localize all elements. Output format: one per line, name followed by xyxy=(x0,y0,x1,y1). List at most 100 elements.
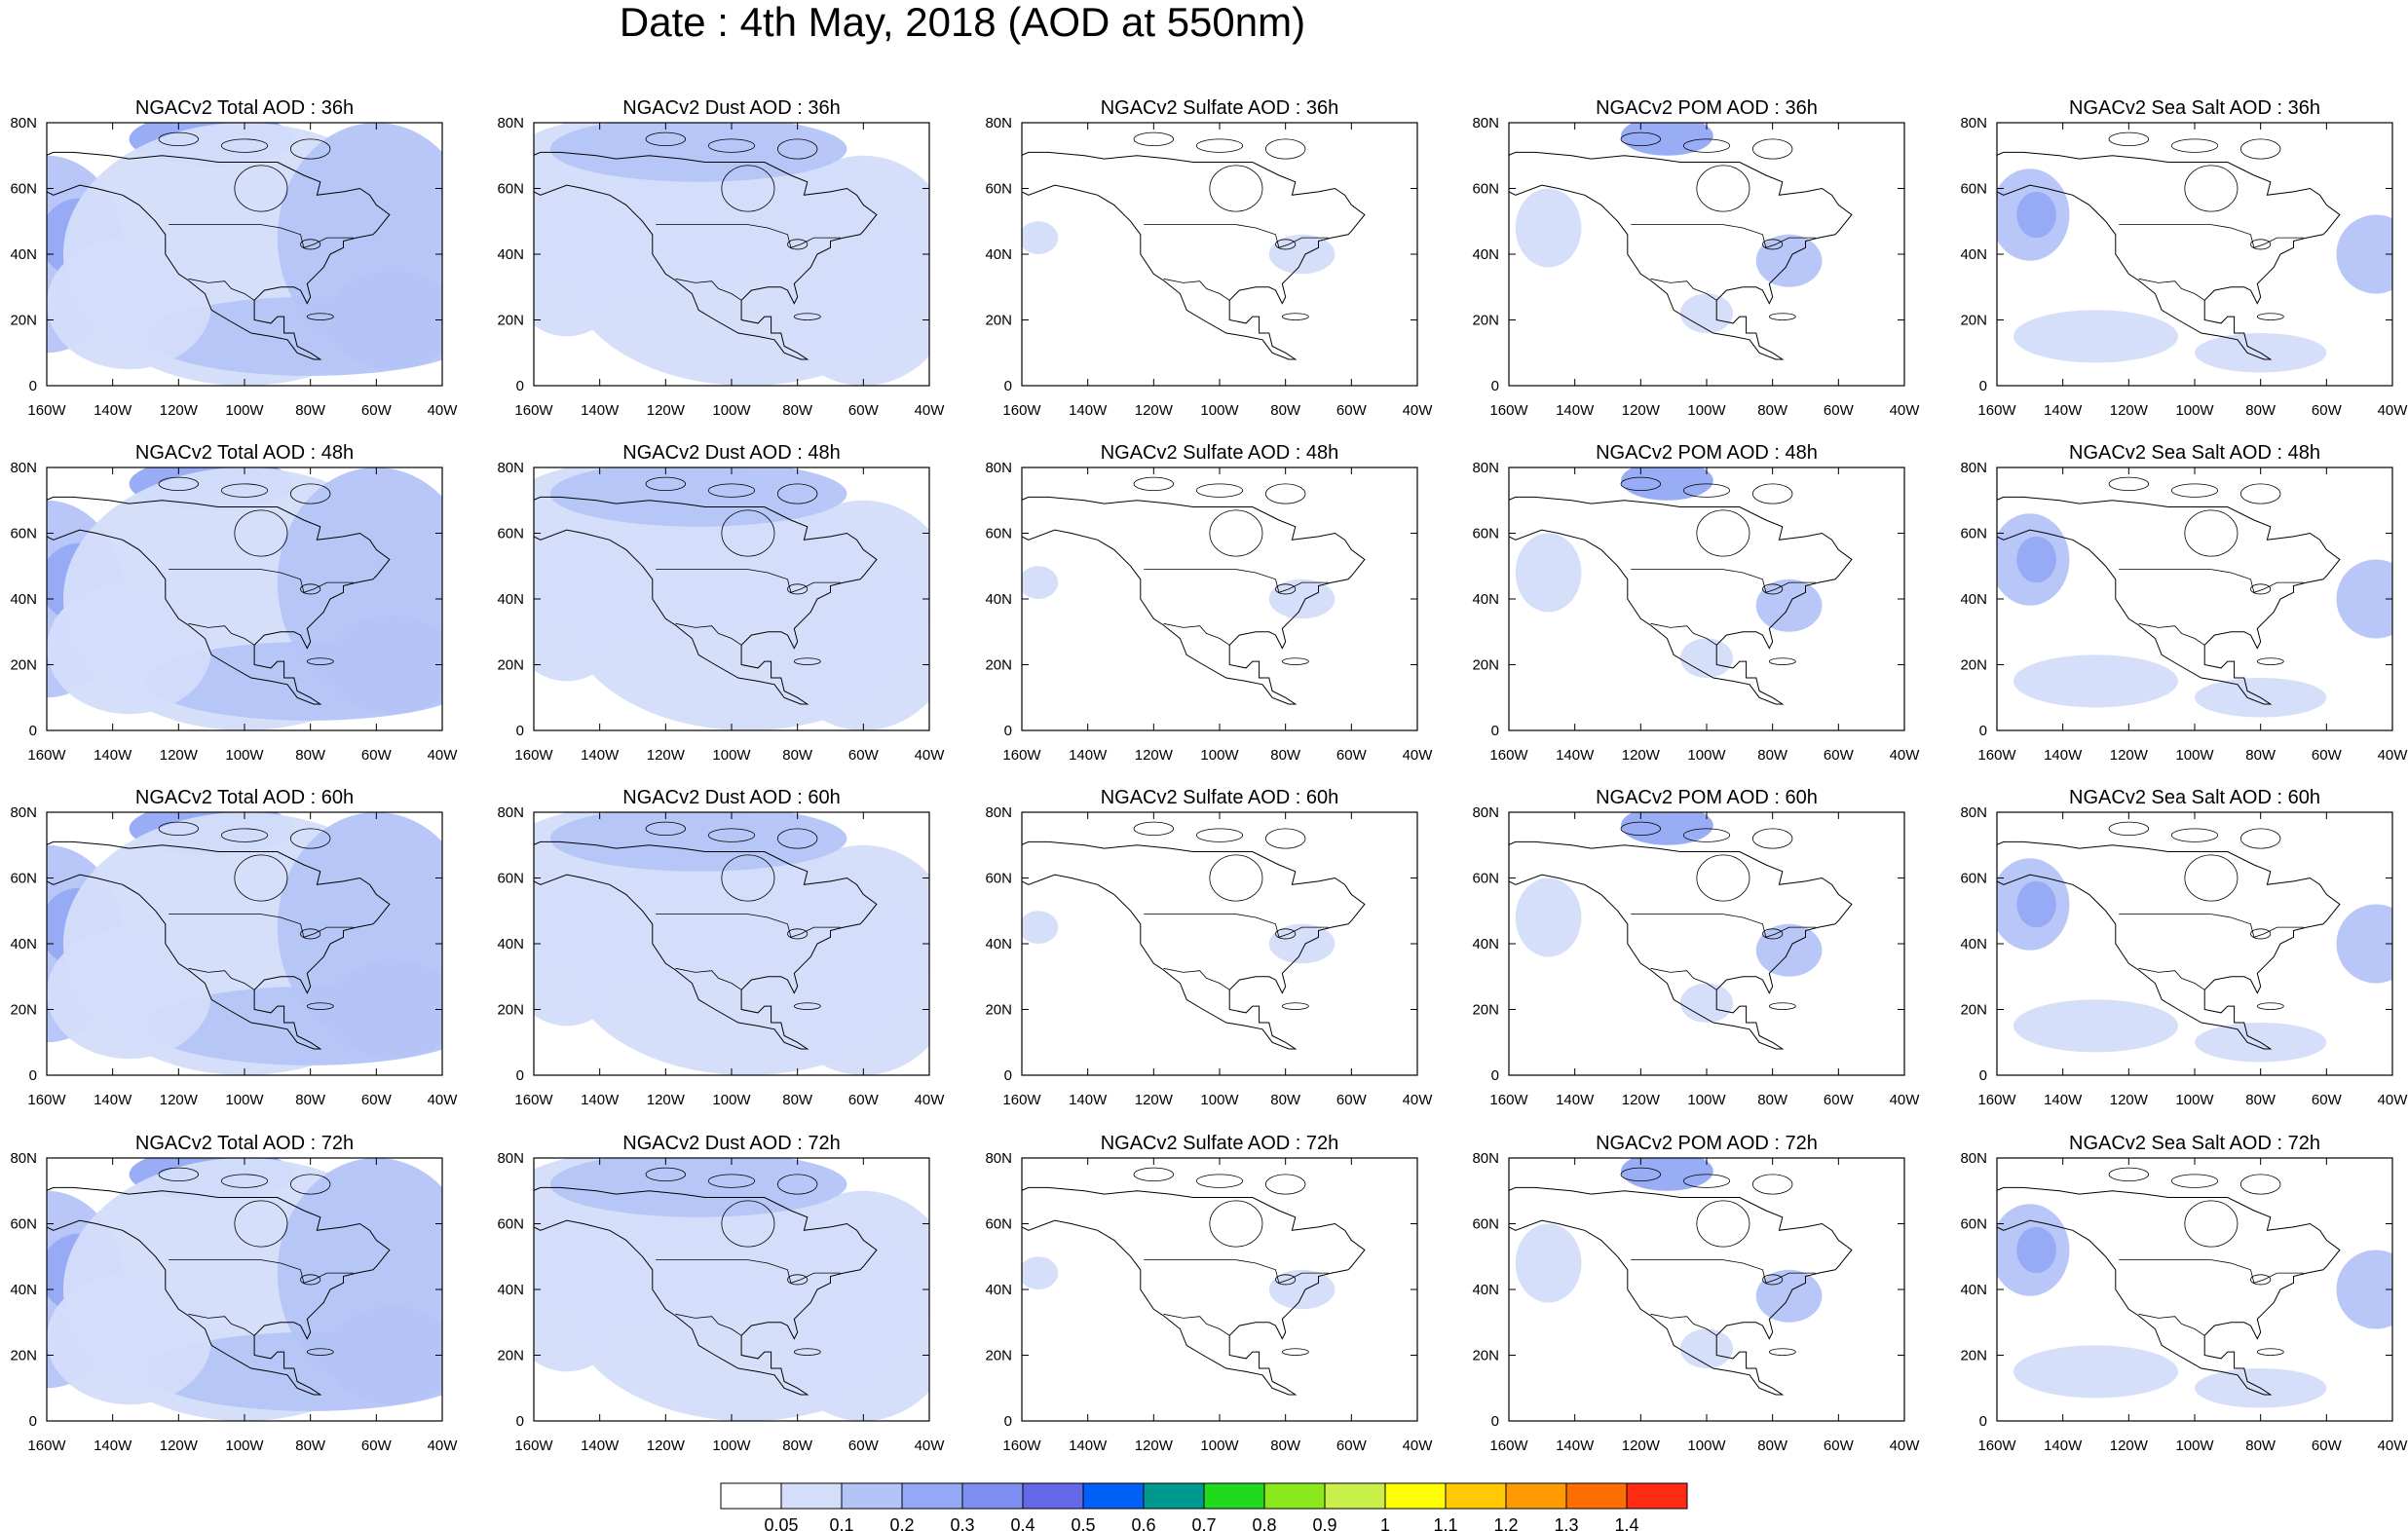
island-outline xyxy=(793,313,821,320)
aod-patch xyxy=(764,844,929,1075)
island-outline xyxy=(158,131,200,147)
lon-tick-label: 160W xyxy=(27,747,66,764)
coastlines xyxy=(47,476,391,705)
lon-tick-label: 100W xyxy=(2175,402,2214,419)
lat-tick-label: 60N xyxy=(985,526,1012,542)
island-outline xyxy=(776,828,818,849)
lat-tick-label: 40N xyxy=(497,1282,524,1298)
lat-tick-label: 60N xyxy=(985,1216,1012,1233)
lat-tick-label: 60N xyxy=(985,871,1012,887)
island-outline xyxy=(2170,1174,2219,1188)
lon-tick-label: 120W xyxy=(2110,1438,2149,1454)
lat-tick-label: 0 xyxy=(516,1067,524,1084)
aod-field xyxy=(1997,513,2392,718)
island-outline xyxy=(1696,854,1750,902)
lon-tick-label: 140W xyxy=(1069,747,1108,764)
coastline xyxy=(1997,840,2341,1050)
lat-tick-label: 40N xyxy=(497,936,524,952)
lon-tick-label: 40W xyxy=(2378,747,2408,764)
coastline xyxy=(1997,151,2341,360)
island-outline xyxy=(1209,1200,1263,1248)
lon-tick-label: 160W xyxy=(1489,1438,1528,1454)
lat-tick-label: 60N xyxy=(1960,181,1987,198)
us-mexico-border xyxy=(1163,1313,1230,1336)
lon-tick-label: 100W xyxy=(1200,1092,1239,1108)
lat-tick-label: 40N xyxy=(10,936,37,952)
map-panel: NGACv2 POM AOD : 60h 160W 140W 120W 100W 80W 6… xyxy=(1472,787,1920,1108)
aod-field xyxy=(1997,168,2392,373)
aod-patch xyxy=(549,123,847,182)
panel-title: NGACv2 Dust AOD : 72h xyxy=(622,1133,840,1154)
lon-tick-label: 100W xyxy=(225,402,264,419)
aod-patch xyxy=(1621,123,1713,156)
lon-tick-label: 80W xyxy=(295,1438,326,1454)
lon-tick-label: 100W xyxy=(712,747,751,764)
lon-tick-label: 120W xyxy=(2110,402,2149,419)
lat-tick-label: 40N xyxy=(10,246,37,263)
island-outline xyxy=(1275,583,1297,595)
island-outline xyxy=(1768,1002,1796,1010)
lon-tick-label: 160W xyxy=(1002,1438,1041,1454)
island-outline xyxy=(220,828,269,842)
lon-tick-label: 160W xyxy=(1977,1092,2016,1108)
us-mexico-border xyxy=(2138,278,2205,301)
map-panel: NGACv2 POM AOD : 36h 160W 140W 120W 100W 80W 6… xyxy=(1472,97,1920,419)
lat-tick-label: 40N xyxy=(1472,246,1499,263)
island-outline xyxy=(1762,1274,1784,1286)
aod-patch xyxy=(1022,221,1059,254)
island-outline xyxy=(289,828,331,849)
coastline xyxy=(47,496,391,705)
island-outline xyxy=(234,165,288,212)
map-panel: NGACv2 Sulfate AOD : 36h 160W 140W 120W 100W… xyxy=(985,97,1433,419)
island-outline xyxy=(776,138,818,160)
lat-tick-label: 40N xyxy=(497,246,524,263)
lat-tick-label: 60N xyxy=(497,526,524,542)
island-outline xyxy=(1133,821,1175,837)
lon-tick-label: 160W xyxy=(1002,747,1041,764)
panel-title: NGACv2 Total AOD : 72h xyxy=(135,1133,354,1154)
lon-tick-label: 40W xyxy=(915,747,946,764)
coastlines xyxy=(1022,476,1366,705)
panel-title: NGACv2 Dust AOD : 48h xyxy=(622,442,840,464)
map-background xyxy=(1509,467,1904,730)
island-outline xyxy=(300,928,321,940)
lat-tick-label: 60N xyxy=(1960,871,1987,887)
lon-tick-label: 100W xyxy=(2175,747,2214,764)
island-outline xyxy=(1281,1002,1309,1010)
island-outline xyxy=(1133,131,1175,147)
map-panel: NGACv2 Total AOD : 36h 160W 140W 120W 100W 80… xyxy=(10,97,458,419)
lat-tick-label: 80N xyxy=(1960,460,1987,476)
panel-title: NGACv2 Sulfate AOD : 72h xyxy=(1101,1133,1339,1154)
us-mexico-border xyxy=(188,1313,255,1336)
aod-patch xyxy=(1022,566,1059,599)
coastline xyxy=(1997,1186,2341,1396)
lon-tick-label: 60W xyxy=(1336,1092,1368,1108)
island-outline xyxy=(1264,828,1306,849)
map-panel: NGACv2 Sulfate AOD : 72h 160W 140W 120W 100W… xyxy=(985,1133,1433,1454)
lat-tick-label: 60N xyxy=(497,1216,524,1233)
lat-tick-label: 80N xyxy=(985,1150,1012,1167)
lon-tick-label: 100W xyxy=(2175,1092,2214,1108)
aod-patch xyxy=(1679,983,1734,1023)
island-outline xyxy=(1620,1167,1662,1182)
lat-tick-label: 20N xyxy=(985,657,1012,674)
lon-tick-label: 60W xyxy=(361,1438,393,1454)
island-outline xyxy=(1133,1167,1175,1182)
lat-tick-label: 0 xyxy=(1004,723,1012,739)
lat-tick-label: 20N xyxy=(10,313,37,329)
lat-tick-label: 60N xyxy=(10,181,37,198)
island-outline xyxy=(2170,138,2219,153)
lon-tick-label: 120W xyxy=(160,1438,199,1454)
lon-tick-label: 160W xyxy=(1489,1092,1528,1108)
island-outline xyxy=(1195,138,1244,153)
lat-tick-label: 80N xyxy=(497,460,524,476)
map-panel: NGACv2 Total AOD : 60h 160W 140W 120W 100W 80… xyxy=(10,787,458,1108)
island-outline xyxy=(2184,509,2239,557)
lon-tick-label: 80W xyxy=(782,402,813,419)
lat-tick-label: 20N xyxy=(1960,1002,1987,1019)
lon-tick-label: 140W xyxy=(581,1092,620,1108)
coastline xyxy=(1509,1186,1853,1396)
panel-title: NGACv2 Sulfate AOD : 48h xyxy=(1101,442,1339,464)
island-outline xyxy=(1195,828,1244,842)
aod-patch xyxy=(1515,533,1582,613)
